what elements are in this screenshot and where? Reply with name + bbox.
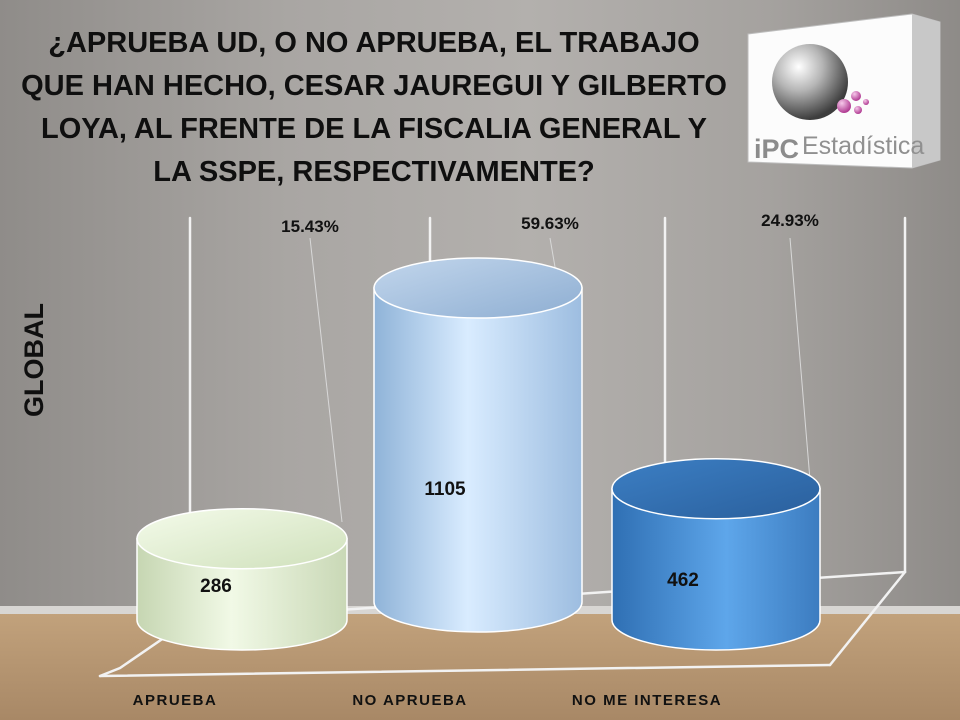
category-label: NO APRUEBA (352, 692, 467, 709)
floor-back-edge (188, 570, 907, 622)
category-label: NO ME INTERESA (572, 692, 722, 709)
value-label: 286 (200, 576, 232, 597)
bar-top (136, 507, 348, 570)
axis-label-global: GLOBAL (19, 303, 49, 417)
value-label: 1105 (424, 479, 466, 500)
baseboard (0, 606, 960, 614)
chart-title: ¿APRUEBA UD, O NO APRUEBA, EL TRABAJO QU… (21, 27, 727, 188)
leader-line (549, 237, 561, 297)
bar-body (136, 537, 348, 651)
bar-top (611, 457, 821, 520)
bar-aprueba: 286 (136, 507, 348, 651)
floor-front-edge (98, 663, 832, 678)
pink-dot-icon (837, 99, 851, 113)
pink-dot-icon (854, 106, 862, 114)
percent-label: 15.43% (281, 217, 339, 236)
pink-dot-icon (863, 99, 869, 105)
bar-no-me-interesa: 462 (611, 457, 821, 651)
leader-line (309, 237, 343, 523)
gray-sphere-icon (772, 44, 848, 120)
bar-body (611, 487, 821, 651)
back-wall-left-edge (98, 216, 192, 678)
value-label: 462 (667, 570, 699, 591)
logo-text-ipc: iPC (754, 134, 799, 164)
logo-text-estadistica: Estadística (802, 132, 924, 160)
floor-right-edge (828, 570, 907, 667)
pink-dot-icon (851, 91, 861, 101)
percent-label: 24.93% (761, 211, 819, 230)
ipc-estadistica-logo: iPC Estadística (747, 13, 941, 169)
leader-line (789, 237, 811, 481)
bar-body (373, 287, 583, 633)
bar-top (373, 257, 583, 319)
percent-label: 59.63% (521, 214, 579, 233)
bar-no-aprueba: 1105 (373, 257, 583, 633)
category-label: APRUEBA (133, 692, 218, 709)
floor (0, 612, 960, 720)
